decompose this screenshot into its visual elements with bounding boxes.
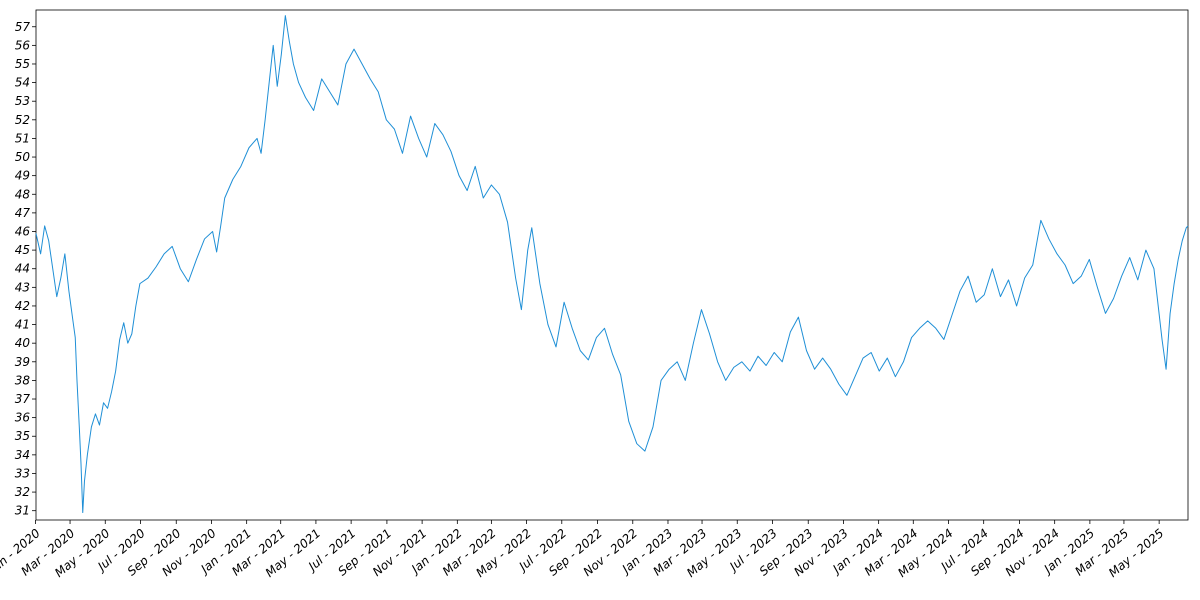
y-tick-label: 33 [15,466,30,480]
y-tick-label: 42 [15,299,30,313]
series-line-0 [35,15,1189,514]
y-tick-label: 36 [15,411,31,425]
y-tick-label: 34 [15,448,30,462]
y-tick-label: 51 [15,131,30,145]
y-tick-label: 49 [15,169,30,183]
y-tick-label: 37 [15,392,31,406]
y-tick-label: 31 [15,504,30,518]
y-tick-label: 44 [15,262,30,276]
plot-area-frame [35,9,1189,521]
y-tick-label: 56 [15,38,31,52]
y-tick-label: 43 [15,280,30,294]
y-tick-label: 47 [15,206,31,220]
y-tick-label: 46 [15,224,31,238]
y-tick-label: 39 [15,355,30,369]
y-tick-label: 35 [15,429,30,443]
y-tick-label: 54 [15,76,30,90]
y-tick-label: 48 [15,187,31,201]
y-tick-label: 32 [15,485,30,499]
y-tick-label: 53 [15,94,30,108]
series-layer [35,15,1189,514]
y-axis: 31 32 33 34 35 36 37 38 39 40 41 42 43 44 45 46 47 48 49 50… [15,20,36,518]
y-tick-label: 57 [15,20,31,34]
y-tick-label: 50 [15,150,31,164]
y-tick-label: 40 [15,336,31,350]
y-tick-label: 45 [15,243,30,257]
y-tick-label: 41 [15,318,30,332]
y-tick-label: 38 [15,373,31,387]
y-tick-label: 55 [15,57,30,71]
y-tick-label: 52 [15,113,30,127]
